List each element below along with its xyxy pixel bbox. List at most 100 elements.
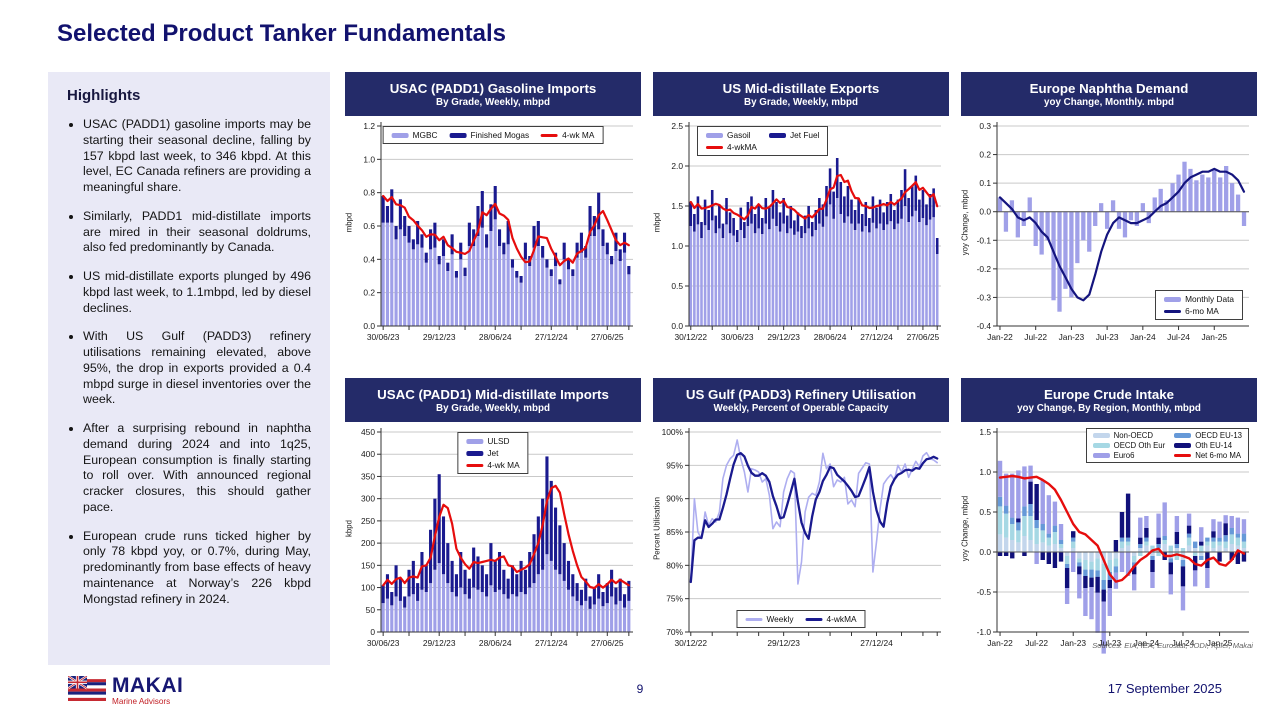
chart-subtitle: By Grade, Weekly, mbpd: [436, 96, 550, 108]
chart-legend: Weekly 4-wkMA: [736, 610, 866, 628]
legend-item: OECD EU-13: [1174, 431, 1242, 440]
chart-plot: 2.5 2.0 1.5 1.0 0.5 0.0 30/12/22 30/06/23 29/12/…: [653, 116, 949, 372]
svg-text:30/12/22: 30/12/22: [674, 638, 707, 648]
svg-text:0.0: 0.0: [671, 321, 683, 331]
legend-swatch: [466, 450, 484, 456]
makai-logo: MAKAI Marine Advisors: [67, 674, 184, 706]
legend-label: 6-mo MA: [1185, 306, 1219, 316]
svg-text:-0.4: -0.4: [977, 321, 992, 331]
legend-item: Weekly: [745, 614, 794, 624]
y-axis-label: kbpd: [344, 520, 354, 537]
chart-header: USAC (PADD1) Gasoline Imports By Grade, …: [345, 72, 641, 116]
legend-label: Euro6: [1113, 451, 1135, 460]
legend-swatch: [1174, 433, 1192, 438]
svg-text:50: 50: [366, 605, 376, 615]
svg-text:-1.0: -1.0: [977, 627, 992, 637]
svg-text:27/12/24: 27/12/24: [860, 332, 893, 342]
highlight-bullet: With US Gulf (PADD3) refinery utilisatio…: [83, 329, 311, 408]
logo-name: MAKAI: [112, 674, 184, 697]
legend-swatch: [449, 132, 467, 138]
svg-text:-0.1: -0.1: [977, 235, 992, 245]
svg-text:29/12/23: 29/12/23: [423, 638, 456, 648]
svg-text:85%: 85%: [666, 527, 683, 537]
svg-text:28/06/24: 28/06/24: [479, 638, 512, 648]
legend-label: 4-wk MA: [562, 130, 595, 140]
svg-text:0.0: 0.0: [979, 207, 991, 217]
highlight-bullet: European crude runs ticked higher by onl…: [83, 529, 311, 608]
legend-swatch: [1092, 443, 1110, 448]
highlights-title: Highlights: [67, 87, 141, 104]
chart-europe-crude-intake: Europe Crude Intake yoy Change, By Regio…: [961, 378, 1257, 678]
chart-title: USAC (PADD1) Mid-distillate Imports: [377, 386, 609, 402]
legend-swatch: [1092, 453, 1110, 458]
legend-label: 4-wk MA: [487, 460, 520, 470]
svg-text:2.5: 2.5: [671, 121, 683, 131]
y-axis-label: Percent Utilisation: [652, 497, 662, 560]
svg-text:27/12/24: 27/12/24: [535, 332, 568, 342]
legend-swatch: [805, 617, 823, 621]
svg-text:150: 150: [361, 560, 375, 570]
legend-item: Oth EU-14: [1174, 441, 1242, 450]
svg-text:30/12/22: 30/12/22: [674, 332, 707, 342]
svg-text:27/12/24: 27/12/24: [860, 638, 893, 648]
svg-text:1.5: 1.5: [671, 201, 683, 211]
svg-text:30/06/23: 30/06/23: [367, 332, 400, 342]
chart-legend: MGBC Finished Mogas 4-wk MA: [382, 126, 604, 144]
svg-text:1.0: 1.0: [671, 241, 683, 251]
chart-usac-gasoline-imports: USAC (PADD1) Gasoline Imports By Grade, …: [345, 72, 641, 372]
chart-legend: Monthly Data 6-mo MA: [1155, 290, 1243, 320]
svg-text:Jan-25: Jan-25: [1207, 638, 1233, 648]
svg-text:250: 250: [361, 516, 375, 526]
chart-svg: 100% 95% 90% 85% 80% 75% 70%30/12/22 29/12/23 27…: [662, 427, 941, 648]
legend-label: 4-wkMA: [727, 142, 757, 152]
chart-subtitle: Weekly, Percent of Operable Capacity: [713, 402, 889, 414]
svg-text:-0.5: -0.5: [977, 587, 992, 597]
legend-swatch: [391, 132, 409, 138]
svg-text:200: 200: [361, 538, 375, 548]
chart-subtitle: yoy Change, Monthly. mbpd: [1044, 96, 1174, 108]
legend-swatch: [466, 463, 484, 467]
legend-item: MGBC: [391, 130, 438, 140]
page-number: 9: [636, 682, 644, 696]
legend-label: OECD Oth Eur: [1113, 441, 1166, 450]
svg-text:Jul-23: Jul-23: [1098, 638, 1121, 648]
svg-text:-0.2: -0.2: [977, 264, 992, 274]
svg-text:0.2: 0.2: [363, 288, 375, 298]
legend-item: 6-mo MA: [1164, 306, 1234, 316]
svg-text:1.0: 1.0: [979, 467, 991, 477]
chart-plot: 1.5 1.0 0.5 0.0 -0.5 -1.0 Jan-22 Jul-22 Jan-23 Ju…: [961, 422, 1257, 678]
legend-item: Monthly Data: [1164, 294, 1234, 304]
highlight-bullet: Similarly, PADD1 mid-distillate imports …: [83, 209, 311, 256]
svg-text:100: 100: [361, 583, 375, 593]
legend-label: OECD EU-13: [1195, 431, 1242, 440]
highlight-bullet: US mid-distillate exports plunged by 496…: [83, 269, 311, 316]
svg-text:30/06/23: 30/06/23: [721, 332, 754, 342]
chart-title: Europe Naphtha Demand: [1029, 80, 1189, 96]
legend-label: Jet Fuel: [789, 130, 820, 140]
chart-header: Europe Crude Intake yoy Change, By Regio…: [961, 378, 1257, 422]
chart-legend: ULSD Jet 4-wk MA: [457, 432, 529, 474]
legend-swatch: [466, 438, 484, 444]
svg-text:1.5: 1.5: [979, 427, 991, 437]
svg-text:2.0: 2.0: [671, 161, 683, 171]
chart-europe-naphtha-demand: Europe Naphtha Demand yoy Change, Monthl…: [961, 72, 1257, 372]
svg-text:Jul-22: Jul-22: [1024, 332, 1047, 342]
legend-swatch: [1164, 309, 1182, 313]
svg-text:0.0: 0.0: [363, 321, 375, 331]
svg-text:27/06/25: 27/06/25: [591, 638, 624, 648]
svg-text:0.5: 0.5: [671, 281, 683, 291]
svg-text:75%: 75%: [666, 594, 683, 604]
svg-text:0.0: 0.0: [979, 547, 991, 557]
legend-item: 4-wk MA: [541, 130, 594, 140]
y-axis-label: mbpd: [652, 212, 662, 233]
hawaii-flag-icon: [67, 675, 107, 706]
svg-text:0.1: 0.1: [979, 178, 991, 188]
legend-label: 4-wkMA: [826, 614, 857, 624]
legend-swatch: [706, 145, 723, 149]
svg-text:70%: 70%: [666, 627, 683, 637]
svg-text:95%: 95%: [666, 460, 683, 470]
chart-svg: 1.2 1.0 0.8 0.6 0.4 0.2 0.030/06/23 29/12/23 28/…: [363, 121, 633, 342]
